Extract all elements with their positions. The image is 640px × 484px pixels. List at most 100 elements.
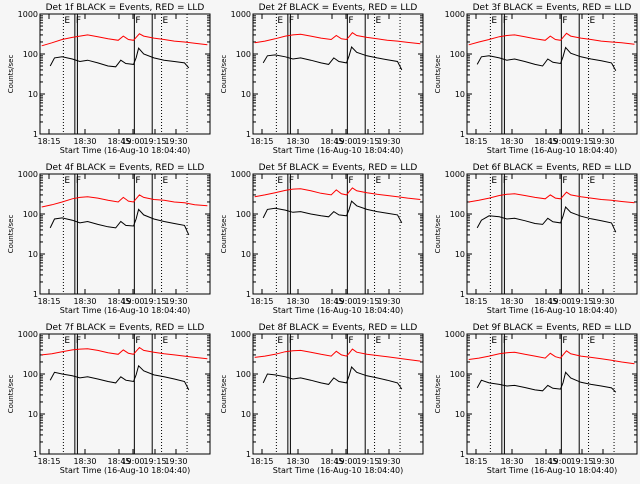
x-tick-label: 19:00 [334,457,357,466]
x-tick-label: 19:00 [121,137,144,146]
marker-label: F [503,336,508,346]
y-tick-label: 100 [450,210,465,219]
x-tick-label: 18:15 [250,457,273,466]
x-tick-label: 18:45 [534,297,557,306]
marker-label: E [491,16,497,26]
marker-label: F [348,176,353,186]
marker-label: E [590,336,596,346]
detector-panel-1f: Det 1f BLACK = Events, RED = LLD 1 10 100 10… [7,3,211,155]
marker-label: E [163,176,169,186]
x-axis-label: Start Time (16-Aug-10 18:04:40) [60,146,191,155]
series-line-lld [41,33,208,47]
y-tick-label: 10 [241,90,251,99]
x-tick-label: 19:15 [570,137,593,146]
x-tick-label: 19:15 [143,297,166,306]
x-tick-label: 19:30 [164,137,187,146]
y-tick-label: 1 [460,290,465,299]
marker-label: E [590,176,596,186]
y-tick-label: 100 [23,210,38,219]
detector-panel-4f: Det 4f BLACK = Events, RED = LLD 1 10 100 10… [7,163,211,315]
x-tick-label: 18:30 [286,457,309,466]
detector-panel-9f: Det 9f BLACK = Events, RED = LLD 1 10 100 10… [434,323,638,475]
panel-title: Det 2f BLACK = Events, RED = LLD [259,3,418,13]
x-tick-label: 18:45 [534,137,557,146]
marker-label: F [135,16,140,26]
x-tick-label: 19:00 [334,137,357,146]
x-axis-label: Start Time (16-Aug-10 18:04:40) [273,466,404,475]
y-axis-label: Counts/sec [220,375,228,414]
y-tick-label: 100 [23,370,38,379]
series-line-lld [468,32,635,46]
y-axis-label: Counts/sec [220,215,228,254]
plot-frame [252,13,424,135]
x-tick-label: 18:15 [250,297,273,306]
y-tick-label: 100 [236,210,251,219]
y-tick-label: 1 [460,450,465,459]
y-tick-label: 100 [450,370,465,379]
detector-panel-2f: Det 2f BLACK = Events, RED = LLD 1 10 100 10… [220,3,424,155]
series-line-events [262,200,403,224]
y-tick-label: 10 [455,90,465,99]
x-tick-label: 19:15 [143,457,166,466]
x-tick-label: 18:30 [286,297,309,306]
marker-label: E [277,336,283,346]
panel-title: Det 4f BLACK = Events, RED = LLD [46,163,205,173]
series-line-events [476,46,617,72]
x-tick-label: 19:30 [164,297,187,306]
x-tick-label: 19:00 [548,137,571,146]
plot-frame [466,13,638,135]
series-line-lld [41,194,208,208]
marker-label: F [289,176,294,186]
x-axis-label: Start Time (16-Aug-10 18:04:40) [60,306,191,315]
x-tick-label: 19:00 [121,457,144,466]
detector-panel-3f: Det 3f BLACK = Events, RED = LLD 1 10 100 10… [434,3,638,155]
marker-label: E [277,16,283,26]
y-tick-label: 10 [28,90,38,99]
plot-frame [252,173,424,295]
detector-panel-6f: Det 6f BLACK = Events, RED = LLD 1 10 100 10… [434,163,638,315]
series-line-events [262,46,403,71]
x-tick-label: 18:45 [320,137,343,146]
x-tick-label: 18:15 [464,297,487,306]
y-axis-label: Counts/sec [220,55,228,94]
x-tick-label: 18:30 [73,457,96,466]
x-tick-label: 19:15 [570,297,593,306]
marker-label: E [64,16,70,26]
marker-label: E [277,176,283,186]
series-line-events [49,208,190,236]
y-tick-label: 100 [236,50,251,59]
plot-frame [466,333,638,455]
y-tick-label: 10 [241,250,251,259]
series-line-events [49,47,190,69]
x-tick-label: 18:45 [534,457,557,466]
x-tick-label: 18:30 [73,297,96,306]
marker-label: E [376,16,382,26]
x-axis-label: Start Time (16-Aug-10 18:04:40) [273,146,404,155]
series-line-events [262,366,403,390]
series-line-events [49,364,190,391]
marker-label: E [64,176,70,186]
x-axis-label: Start Time (16-Aug-10 18:04:40) [60,466,191,475]
series-line-lld [468,350,635,365]
x-tick-label: 18:15 [37,457,60,466]
x-tick-label: 18:45 [107,457,130,466]
y-tick-label: 1 [246,290,251,299]
x-tick-label: 18:15 [464,457,487,466]
marker-label: F [289,336,294,346]
y-tick-label: 1 [33,450,38,459]
x-tick-label: 19:15 [356,137,379,146]
x-tick-label: 19:00 [548,457,571,466]
x-tick-label: 19:00 [548,297,571,306]
y-tick-label: 100 [236,370,251,379]
x-tick-label: 18:15 [464,137,487,146]
series-line-lld [41,346,208,360]
series-line-lld [468,191,635,204]
series-line-lld [254,348,421,362]
y-axis-label: Counts/sec [7,55,15,94]
marker-label: E [491,176,497,186]
plot-frame [39,13,211,135]
panel-title: Det 7f BLACK = Events, RED = LLD [46,323,205,333]
marker-label: F [562,336,567,346]
series-line-events [476,206,617,233]
